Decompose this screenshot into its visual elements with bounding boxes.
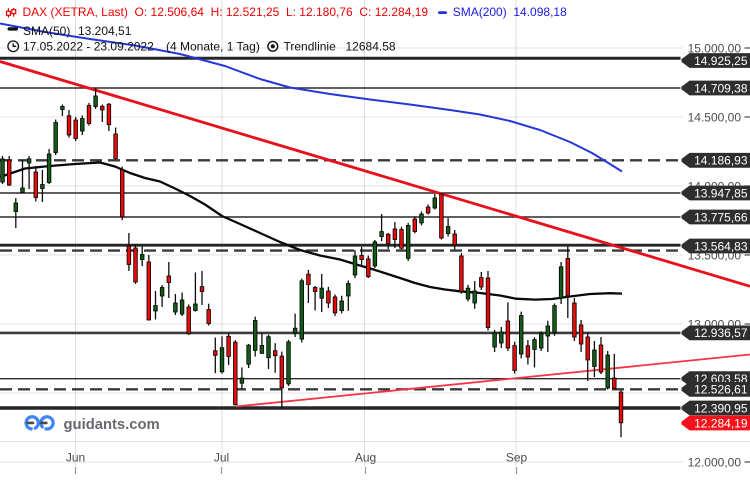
svg-text:14.186,93: 14.186,93 [694,154,748,168]
svg-text:(4 Monate, 1 Tag): (4 Monate, 1 Tag) [166,39,260,53]
svg-text:guidants.com: guidants.com [64,417,160,433]
svg-text:13.564,83: 13.564,83 [694,239,748,253]
svg-text:17.05.2022 - 23.09.2022: 17.05.2022 - 23.09.2022 [23,39,154,53]
svg-text:Jul: Jul [214,451,229,465]
svg-text:12684.58: 12684.58 [346,39,396,53]
svg-text:12.284,19: 12.284,19 [694,416,748,430]
svg-text:13.947,85: 13.947,85 [694,186,748,200]
svg-text:SMA(200) 14.098,18: SMA(200) 14.098,18 [453,5,567,19]
svg-text:14.709,38: 14.709,38 [694,81,748,95]
svg-text:Jun: Jun [66,451,85,465]
svg-text:Aug: Aug [355,451,376,465]
svg-text:12.526,61: 12.526,61 [694,383,748,397]
svg-text:SMA(50): SMA(50) [23,24,70,38]
svg-text:12.000,00: 12.000,00 [688,455,742,469]
svg-text:DAX (XETRA, Last) O: 12.506,6: DAX (XETRA, Last) O: 12.506,64 H: 12.521… [23,5,429,19]
svg-text:Trendlinie: Trendlinie [284,39,337,53]
svg-text:13.204,51: 13.204,51 [78,24,132,38]
svg-text:14.500,00: 14.500,00 [688,110,742,124]
svg-text:Sep: Sep [506,451,528,465]
svg-text:12.936,57: 12.936,57 [694,326,748,340]
svg-text:15.000,00: 15.000,00 [688,41,742,55]
svg-text:14.925,25: 14.925,25 [694,54,748,68]
svg-text:13.775,66: 13.775,66 [694,210,748,224]
svg-text:12.390,95: 12.390,95 [694,401,748,415]
